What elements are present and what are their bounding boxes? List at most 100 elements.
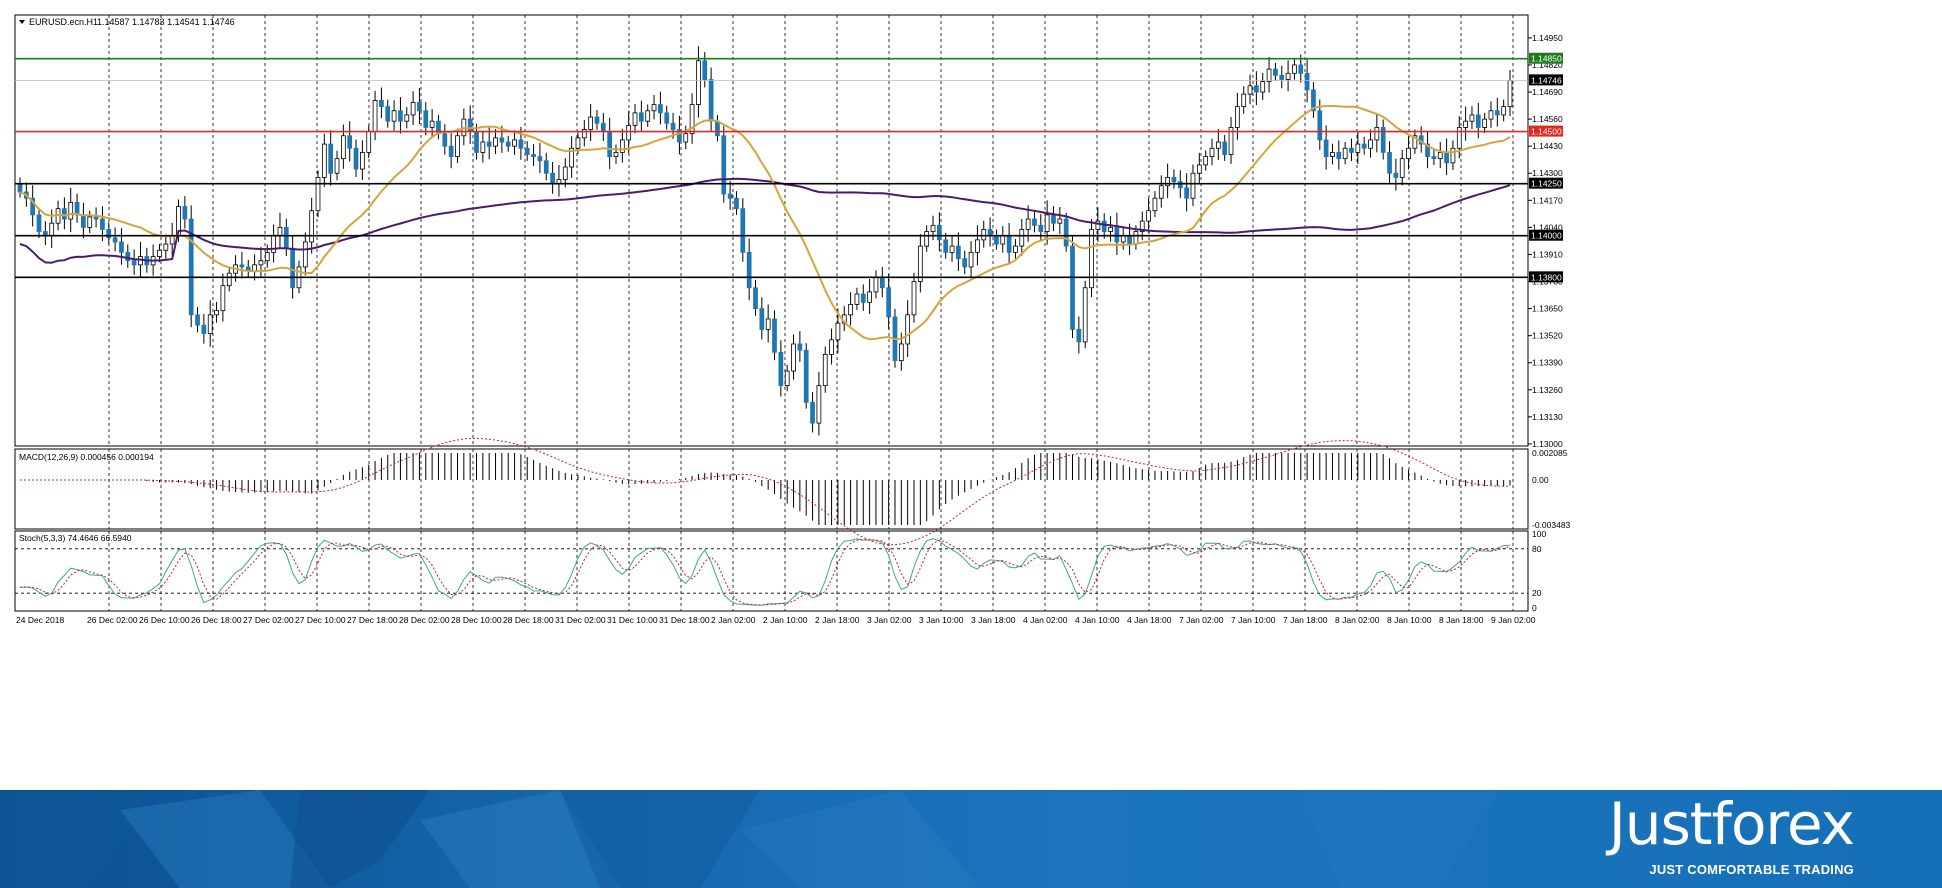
candle-bear [1114,226,1120,243]
candle-bear [379,99,384,108]
candle-bear [1323,139,1329,157]
y-tick-label: 1.14300 [1532,168,1563,178]
y-tick-label: 1.14950 [1532,33,1563,43]
candle-bear [1311,89,1316,112]
candle-bull [822,353,828,387]
y-tick-label: 1.13260 [1532,385,1563,395]
y-tick-label: 1.14040 [1532,222,1563,232]
candle-bull [1507,79,1513,108]
candle-bull [372,99,378,132]
candle-bear [1006,235,1012,253]
candle-bear [1038,224,1044,232]
y-tick-label: 1.13910 [1532,249,1563,259]
candle-bull [277,226,283,237]
candle-bull [1044,214,1050,232]
candle-bear [486,141,492,147]
candle-bear [1051,214,1056,224]
candle-bear [803,349,809,403]
candle-bear [607,131,613,157]
candle-bull [1456,127,1462,149]
x-tick-label: 3 Jan 10:00 [919,615,964,625]
candle-bull [898,343,904,362]
candle-bull [1463,120,1468,128]
candle-bull [1196,164,1202,174]
candle-bear [417,102,422,112]
x-tick-label: 28 Dec 02:00 [399,615,450,625]
macd-tick-label: -0.003483 [1532,520,1571,530]
candle-bear [715,120,720,137]
candle-bear [448,145,454,157]
candle-bull [645,110,651,122]
stoch-label: Stoch(5,3,3) 74.4646 66.5940 [19,533,132,543]
candle-bear [1349,147,1354,153]
ohlc-label: 1.14587 1.14783 1.14541 1.14746 [97,17,235,27]
candle-bear [100,218,105,230]
candle-bull [873,276,879,293]
candle-bull [575,137,581,149]
y-tick-label: 1.13130 [1532,412,1563,422]
candle-bull [410,102,416,116]
candle-bull [911,281,917,316]
y-tick-label: 1.14560 [1532,114,1563,124]
candle-bear [638,112,644,122]
candle-bear [36,214,42,232]
candle-bear [398,110,403,122]
candle-bull [765,318,771,330]
trading-chart[interactable]: 24 Dec 2018 26 Dec 02:00 26 Dec 10:00 26 De… [0,0,1942,790]
y-tick-label: 1.13000 [1532,439,1563,449]
macd-tick-label: 0.00 [1532,475,1549,485]
candle-bull [1139,220,1145,232]
candle-bull [264,251,270,262]
candle-bear [727,193,733,199]
candle-bear [1063,218,1069,247]
candle-bear [1127,235,1132,245]
x-tick-label: 2 Jan 02:00 [711,615,756,625]
candle-bear [531,154,536,157]
candle-bear [740,208,746,253]
candle-bull [689,104,695,135]
x-tick-label: 7 Jan 10:00 [1231,615,1276,625]
candle-bear [1361,143,1367,149]
candle-bull [1234,106,1240,128]
candle-bear [778,351,784,387]
stoch-tick-label: 100 [1532,529,1546,539]
candle-bull [1260,81,1266,93]
candle-bull [1108,226,1113,232]
ma-fast-line [19,104,1511,341]
candle-bull [1330,152,1335,157]
candle-bull [924,231,930,247]
candle-bull [1228,127,1234,155]
candle-bear [1222,141,1228,155]
candle-bull [562,166,568,180]
candle-bull [581,129,587,139]
candle-bull [613,152,619,157]
x-tick-label: 31 Dec 02:00 [555,615,606,625]
chart-canvas[interactable]: 24 Dec 2018 26 Dec 02:00 26 Dec 10:00 26 De… [0,0,1942,790]
candle-bear [810,401,815,424]
candle-bull [854,293,860,305]
candle-bull [1412,135,1418,149]
candle-bull [226,272,232,287]
candle-bull [1488,110,1494,120]
ma-slow-line [19,177,1511,264]
candle-bull [1120,235,1126,243]
symbol-dropdown-icon [19,20,25,24]
brand-banner: Justforex JUST COMFORTABLE TRADING [0,790,1942,888]
candle-bull [1469,114,1475,122]
brand-logo: Justforex [1608,790,1855,858]
x-tick-label: 24 Dec 2018 [16,615,64,625]
candle-bull [626,124,632,141]
candle-bull [1089,229,1094,289]
candle-bear [543,160,549,174]
candle-bull [1190,172,1196,199]
candle-bear [537,156,543,162]
level-price-tag [1529,177,1563,189]
y-tick-label: 1.13650 [1532,304,1563,314]
candle-bull [258,260,264,266]
candle-bull [480,141,486,153]
candle-bear [112,237,118,243]
candle-bull [975,239,980,253]
candle-bear [93,216,99,220]
level-price-tag [1529,271,1563,283]
level-price-tag [1529,229,1563,241]
